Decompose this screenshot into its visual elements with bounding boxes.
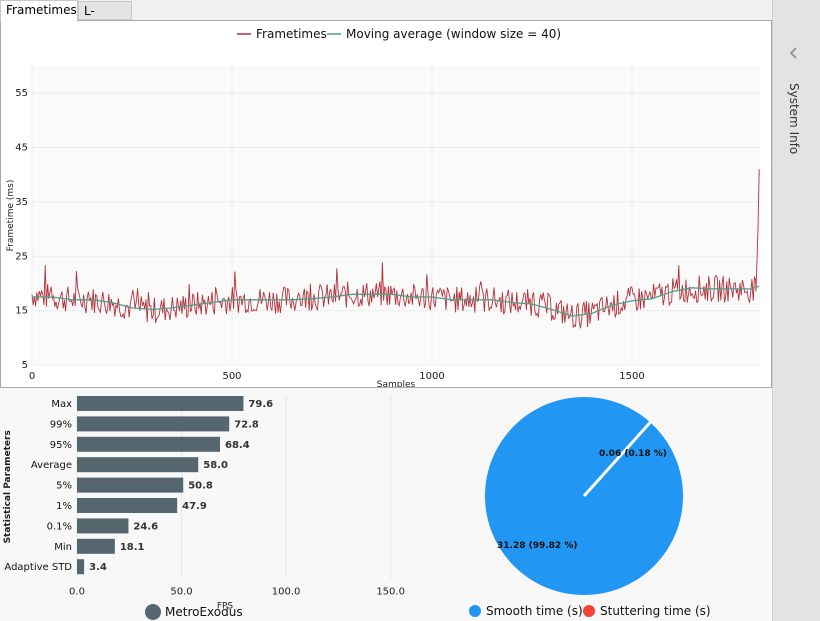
stat-value-label: 72.8 [234, 419, 259, 430]
bar-x-tick-label: 50.0 [170, 587, 192, 598]
stat-bar [77, 457, 199, 473]
stat-value-label: 79.6 [248, 399, 273, 410]
stat-value-label: 68.4 [225, 440, 250, 451]
chevron-left-icon[interactable] [789, 46, 799, 60]
stat-value-label: 50.8 [188, 481, 213, 492]
frametime-line-chart: 5 15 25 35 45 55 0 500 1000 1500 Samples Frametime … [6, 27, 760, 390]
legend-smooth-label: Smooth time (s) [486, 604, 583, 618]
stat-category-label: 1% [56, 501, 72, 512]
pie-label-smooth: 31.28 (99.82 %) [497, 541, 577, 551]
y-tick-label: 55 [15, 88, 28, 99]
y-tick-label: 25 [15, 251, 28, 262]
legend-metroexodus-label: MetroExodus [165, 605, 243, 619]
stat-bar [77, 436, 221, 452]
legend-moving-average-label: Moving average (window size = 40) [346, 27, 561, 41]
x-tick-label: 1500 [619, 371, 644, 382]
legend-smooth-marker [469, 605, 481, 617]
bar-x-tick-label: 100.0 [272, 587, 301, 598]
bar-y-axis-label: Statistical Parameters [3, 430, 13, 543]
stat-bar [77, 416, 230, 432]
stat-category-label: Max [51, 399, 72, 410]
stat-value-label: 47.9 [182, 501, 207, 512]
y-tick-label: 45 [15, 143, 28, 154]
legend-stuttering-label: Stuttering time (s) [600, 604, 711, 618]
stutter-pie-chart: 0.06 (0.18 %) 31.28 (99.82 %) Smooth time … [469, 397, 711, 618]
y-tick-label: 5 [22, 360, 28, 371]
moving-average-series-line [32, 285, 760, 317]
pie-slice-separator [582, 421, 652, 498]
x-axis-label: Samples [377, 380, 416, 387]
stat-category-label: 0.1% [47, 521, 72, 532]
bar-x-axis-label: FPS [217, 602, 234, 612]
y-tick-label: 35 [15, 197, 28, 208]
system-info-label: System Info [787, 83, 801, 155]
tab-frametimes[interactable]: Frametimes [0, 0, 78, 22]
x-tick-label: 500 [222, 371, 241, 382]
statistics-bar-chart: 0.0 50.0 100.0 150.0 FPS Statistical Paramete… [3, 395, 405, 620]
stat-bar [77, 477, 184, 493]
frametimes-panel: 5 15 25 35 45 55 0 500 1000 1500 Samples Frametime … [0, 20, 772, 390]
stat-bar [77, 396, 244, 411]
stat-value-label: 3.4 [89, 562, 107, 573]
stat-category-label: 5% [56, 481, 72, 492]
stat-bar [77, 538, 115, 554]
stat-bar [77, 518, 129, 534]
legend-stuttering-marker [583, 605, 595, 617]
bar-x-tick-label: 150.0 [376, 587, 405, 598]
statistics-panel: 0.0 50.0 100.0 150.0 FPS Statistical Paramete… [0, 388, 772, 621]
stat-category-label: Min [54, 542, 72, 553]
y-axis-label: Frametime (ms) [6, 180, 16, 252]
stat-bar [77, 498, 178, 513]
stat-value-label: 18.1 [120, 542, 145, 553]
stat-value-label: 58.0 [203, 460, 228, 471]
legend-metroexodus-marker [145, 604, 161, 620]
stat-category-label: 99% [50, 419, 72, 430]
frametimes-series-line [31, 169, 760, 329]
bar-x-tick-label: 0.0 [69, 587, 85, 598]
stat-category-label: Average [31, 460, 72, 471]
pie-label-stuttering: 0.06 (0.18 %) [599, 449, 667, 459]
legend-frametimes-label: Frametimes [256, 27, 327, 41]
tab-l-shape[interactable]: L-shape [78, 1, 132, 37]
tab-frametimes-label: Frametimes [6, 3, 77, 17]
y-tick-label: 15 [15, 306, 28, 317]
system-info-sidebar[interactable]: System Info [772, 0, 820, 621]
stat-category-label: 95% [50, 440, 72, 451]
stat-value-label: 24.6 [133, 521, 158, 532]
stat-bar [77, 559, 85, 575]
stat-category-label: Adaptive STD [4, 562, 72, 573]
x-tick-label: 0 [29, 371, 35, 382]
x-tick-label: 1000 [419, 371, 444, 382]
plot-area [32, 66, 760, 365]
